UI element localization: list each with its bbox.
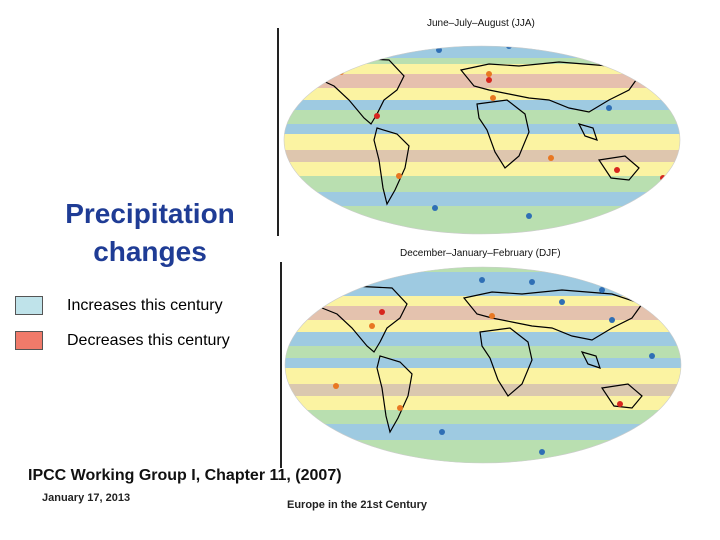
map-panel-jja: June–July–August (JJA): [277, 18, 685, 236]
slide-title: Precipitation changes: [30, 195, 270, 271]
legend-label-increase: Increases this century: [67, 297, 223, 314]
map-title-jja: June–July–August (JJA): [427, 18, 535, 29]
map-jja: [283, 45, 681, 235]
footer-title: Europe in the 21st Century: [287, 499, 427, 511]
map-djf: [284, 266, 682, 464]
legend-item-decrease: Decreases this century: [15, 331, 275, 353]
legend-label-decrease: Decreases this century: [67, 332, 230, 349]
citation: IPCC Working Group I, Chapter 11, (2007): [28, 467, 342, 484]
title-line-2: changes: [93, 236, 207, 267]
map-title-djf: December–January–February (DJF): [400, 248, 561, 259]
legend-item-increase: Increases this century: [15, 296, 275, 318]
title-line-1: Precipitation: [65, 198, 235, 229]
footer-date: January 17, 2013: [42, 492, 131, 504]
map-panel-djf: December–January–February (DJF): [280, 248, 685, 468]
legend-swatch-increase: [15, 296, 43, 315]
legend-swatch-decrease: [15, 331, 43, 350]
